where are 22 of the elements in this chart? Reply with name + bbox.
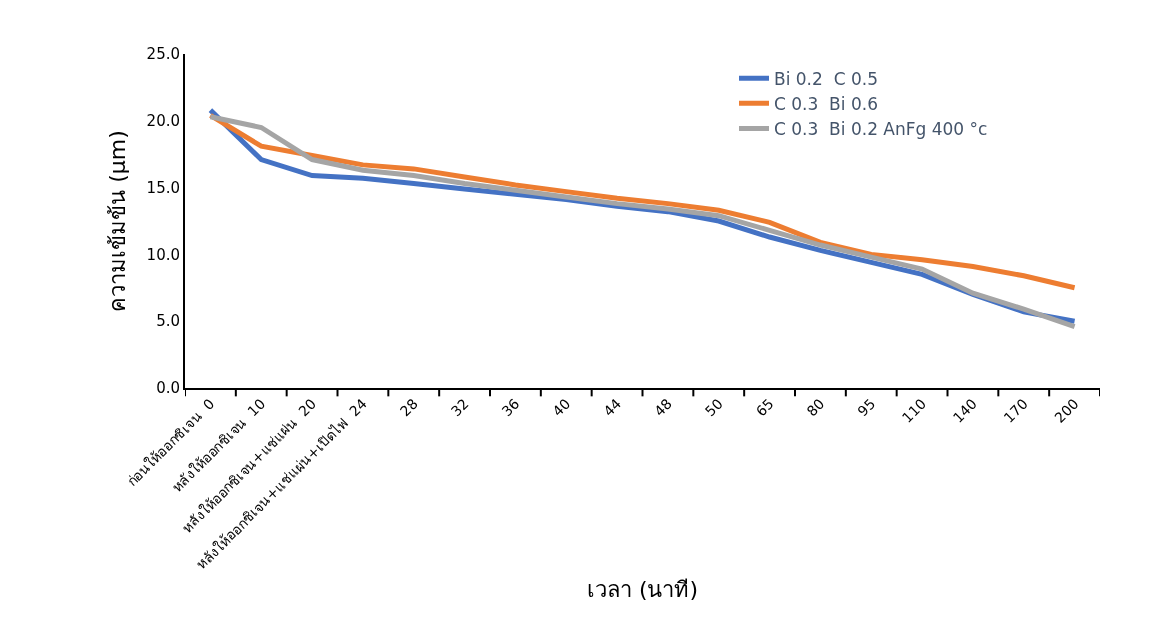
x-tick-label: 80 bbox=[803, 395, 828, 420]
y-tick-label: 10.0 bbox=[146, 245, 180, 264]
y-tick-label: 25.0 bbox=[146, 45, 180, 64]
x-tick-label: 32 bbox=[447, 395, 472, 420]
legend-label: C 0.3 Bi 0.6 bbox=[774, 93, 878, 114]
y-tick-label: 0.0 bbox=[156, 379, 180, 398]
legend-label: Bi 0.2 C 0.5 bbox=[774, 68, 878, 89]
x-tick-label: 95 bbox=[854, 395, 879, 420]
x-tick-label: 28 bbox=[396, 395, 421, 420]
x-tick-label: 170 bbox=[1000, 395, 1031, 426]
y-tick-label: 20.0 bbox=[146, 112, 180, 131]
x-tick-label: 44 bbox=[600, 395, 625, 420]
y-tick-label: 15.0 bbox=[146, 178, 180, 197]
x-tick-label: 50 bbox=[701, 395, 726, 420]
x-tick-label: 40 bbox=[549, 395, 574, 420]
y-tick-label: 5.0 bbox=[156, 312, 180, 331]
y-axis-title: ความเข้มข้น (µm) bbox=[104, 130, 130, 312]
x-axis-title: เวลา (นาที) bbox=[586, 576, 699, 602]
x-tick-label: 65 bbox=[752, 395, 777, 420]
legend-label: C 0.3 Bi 0.2 AnFg 400 °c bbox=[774, 119, 988, 140]
x-tick-label: 48 bbox=[651, 395, 675, 420]
x-tick-label: 36 bbox=[498, 395, 523, 420]
